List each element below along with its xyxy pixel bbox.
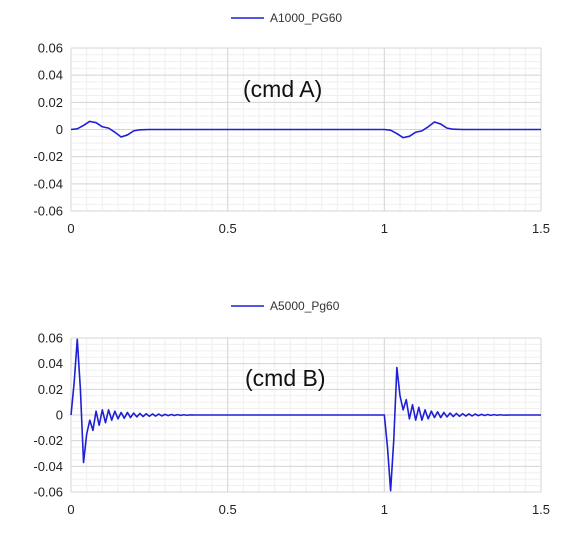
legend-label: A5000_Pg60 xyxy=(270,299,340,313)
y-tick-label: -0.06 xyxy=(33,204,63,219)
chart-annotation: (cmd A) xyxy=(243,76,322,102)
x-tick-label: 0.5 xyxy=(219,502,237,517)
x-tick-label: 0 xyxy=(67,221,74,236)
y-tick-label: -0.02 xyxy=(33,433,63,448)
x-tick-label: 0 xyxy=(67,502,74,517)
x-tick-label: 0.5 xyxy=(219,221,237,236)
y-tick-label: 0 xyxy=(56,408,63,423)
legend-label: A1000_PG60 xyxy=(270,11,342,25)
x-tick-label: 1.5 xyxy=(532,502,550,517)
y-tick-label: 0.06 xyxy=(38,331,63,346)
y-tick-label: -0.04 xyxy=(33,176,63,191)
y-tick-label: 0.04 xyxy=(38,68,63,83)
series-line-a1000-pg60 xyxy=(70,120,541,139)
y-tick-label: 0.02 xyxy=(38,95,63,110)
x-tick-label: 1.5 xyxy=(532,221,550,236)
x-tick-label: 1 xyxy=(381,221,388,236)
x-tick-label: 1 xyxy=(381,502,388,517)
series-line-a5000-pg60 xyxy=(70,338,541,492)
chart-panel-cmd-a: 0.06 0.04 0.02 0 -0.02 -0.04 -0.06 0 0.5 1 1.5 A100… xyxy=(33,11,550,236)
chart-panel-cmd-b: 0.06 0.04 0.02 0 -0.02 -0.04 -0.06 0 0.5 1 1.5 A500… xyxy=(33,299,550,517)
y-tick-label: 0.04 xyxy=(38,356,63,371)
y-tick-label: -0.04 xyxy=(33,459,63,474)
y-tick-label: 0.06 xyxy=(38,41,63,56)
chart-annotation: (cmd B) xyxy=(245,365,326,391)
y-tick-label: -0.02 xyxy=(33,149,63,164)
y-tick-label: 0 xyxy=(56,122,63,137)
y-tick-label: -0.06 xyxy=(33,485,63,500)
y-tick-label: 0.02 xyxy=(38,382,63,397)
